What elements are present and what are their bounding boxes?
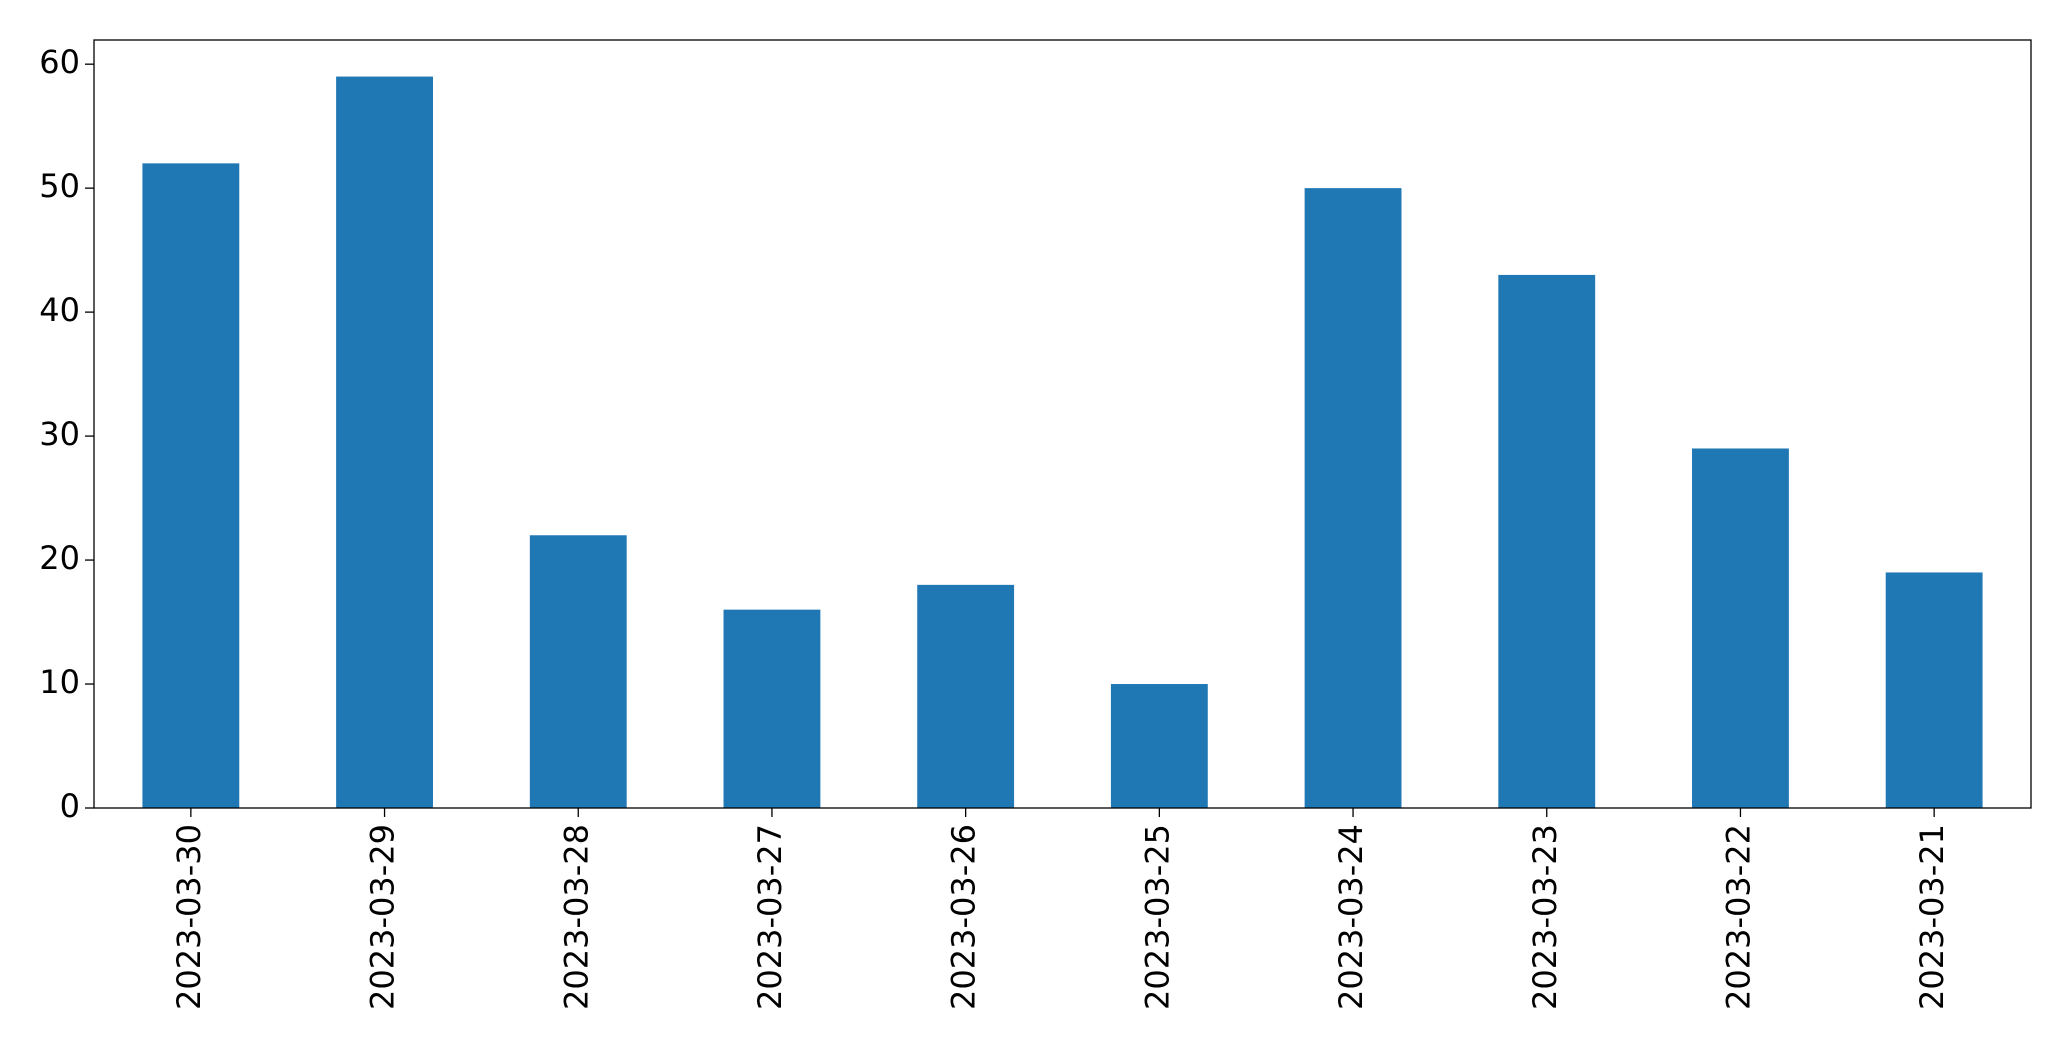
bar xyxy=(1304,188,1402,809)
y-tick-label: 20 xyxy=(39,539,80,577)
bar xyxy=(917,584,1015,808)
x-tick-label: 2023-03-28 xyxy=(557,824,595,1010)
y-tick-label: 10 xyxy=(39,663,80,701)
bar xyxy=(723,609,821,808)
y-tick-label: 50 xyxy=(39,167,80,205)
x-tick-label: 2023-03-24 xyxy=(1332,824,1370,1010)
bar xyxy=(1692,448,1789,808)
x-tick-label: 2023-03-23 xyxy=(1526,824,1564,1010)
bar xyxy=(1110,684,1208,808)
x-tick-label: 2023-03-21 xyxy=(1913,824,1951,1010)
x-tick-label: 2023-03-29 xyxy=(364,824,402,1010)
y-tick-label: 40 xyxy=(39,291,80,329)
bar xyxy=(1498,274,1596,808)
x-tick-label: 2023-03-22 xyxy=(1719,824,1757,1010)
x-tick-label: 2023-03-25 xyxy=(1138,824,1176,1010)
bar xyxy=(1885,572,1983,808)
bar xyxy=(142,163,240,809)
bar xyxy=(529,535,627,808)
axes-frame xyxy=(93,39,2032,809)
y-tick-label: 60 xyxy=(39,43,80,81)
x-tick-label: 2023-03-30 xyxy=(170,824,208,1010)
x-tick-label: 2023-03-26 xyxy=(945,824,983,1010)
y-tick-label: 30 xyxy=(39,415,80,453)
y-tick-label: 0 xyxy=(60,787,80,825)
bar xyxy=(336,76,433,809)
x-tick-label: 2023-03-27 xyxy=(751,824,789,1010)
